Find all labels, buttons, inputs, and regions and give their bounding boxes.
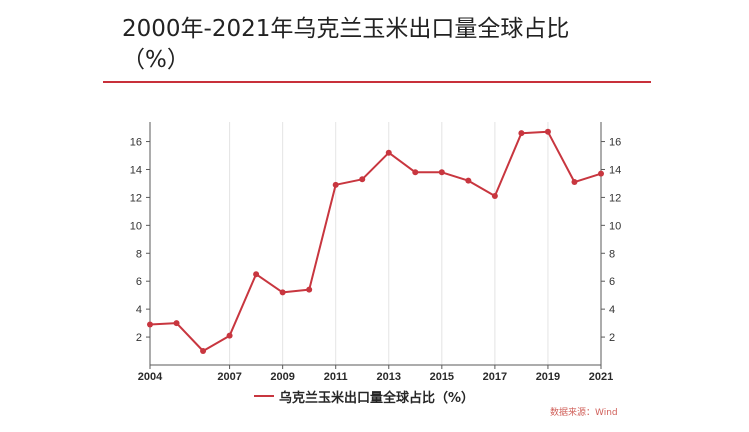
gridlines	[149, 122, 602, 365]
data-point	[332, 181, 339, 188]
data-point	[544, 128, 551, 135]
data-point	[173, 320, 180, 327]
title-line-1: 2000年-2021年乌克兰玉米出口量全球占比	[122, 16, 570, 42]
data-point	[226, 332, 233, 339]
x-tick-label: 2004	[138, 371, 163, 383]
y-tick-label-left: 14	[130, 164, 142, 176]
y-tick-label-right: 2	[609, 332, 615, 344]
title-divider	[103, 81, 651, 83]
y-tick-label-left: 6	[136, 276, 142, 288]
x-tick-label: 2015	[430, 371, 454, 383]
data-point	[598, 170, 604, 177]
y-tick-label-right: 6	[609, 276, 615, 288]
y-tick-label-right: 4	[609, 304, 615, 316]
y-tick-label-left: 16	[130, 137, 142, 149]
data-point	[438, 169, 445, 176]
x-tick-label: 2009	[270, 371, 294, 383]
legend-label: 乌克兰玉米出口量全球占比（%）	[279, 390, 475, 406]
title-line-2: （%）	[122, 47, 190, 73]
y-tick-label-left: 10	[130, 220, 142, 232]
y-tick-label-left: 2	[136, 332, 142, 344]
data-point	[412, 169, 419, 176]
y-tick-label-right: 16	[609, 137, 621, 149]
y-tick-label-left: 4	[136, 304, 142, 316]
x-tick-label: 2011	[324, 371, 348, 383]
data-point	[359, 176, 366, 183]
y-tick-label-left: 8	[136, 248, 142, 260]
data-point	[279, 289, 286, 296]
series-group	[147, 128, 604, 355]
data-point	[200, 348, 207, 355]
chart-legend: 乌克兰玉米出口量全球占比（%）	[254, 386, 474, 406]
x-tick-label: 2017	[483, 371, 507, 383]
y-tick-label-left: 12	[130, 192, 142, 204]
x-tick-label: 2007	[217, 371, 241, 383]
x-tick-label: 2021	[589, 371, 613, 383]
x-tick-label: 2019	[536, 371, 560, 383]
data-point	[147, 321, 153, 328]
x-tick-label: 2013	[377, 371, 401, 383]
data-point	[465, 177, 472, 184]
data-point	[571, 179, 578, 186]
data-source-note: 数据来源：Wind	[550, 408, 618, 418]
y-tick-label-right: 10	[609, 220, 621, 232]
series-line	[149, 130, 602, 352]
y-tick-label-right: 14	[609, 164, 621, 176]
data-point	[306, 286, 313, 293]
y-tick-label-right: 8	[609, 248, 615, 260]
legend-swatch	[254, 395, 274, 397]
data-point	[491, 193, 498, 200]
data-point	[385, 149, 392, 156]
axes: 2 2 4 4 6 6 8 8 10 10 12 12 14 14 16 16 2004 2007 2009 2011…	[130, 122, 621, 383]
y-tick-label-right: 12	[609, 192, 621, 204]
data-point	[518, 130, 525, 137]
data-point	[253, 271, 260, 278]
chart-title: 2000年-2021年乌克兰玉米出口量全球占比 （%）	[122, 14, 642, 76]
